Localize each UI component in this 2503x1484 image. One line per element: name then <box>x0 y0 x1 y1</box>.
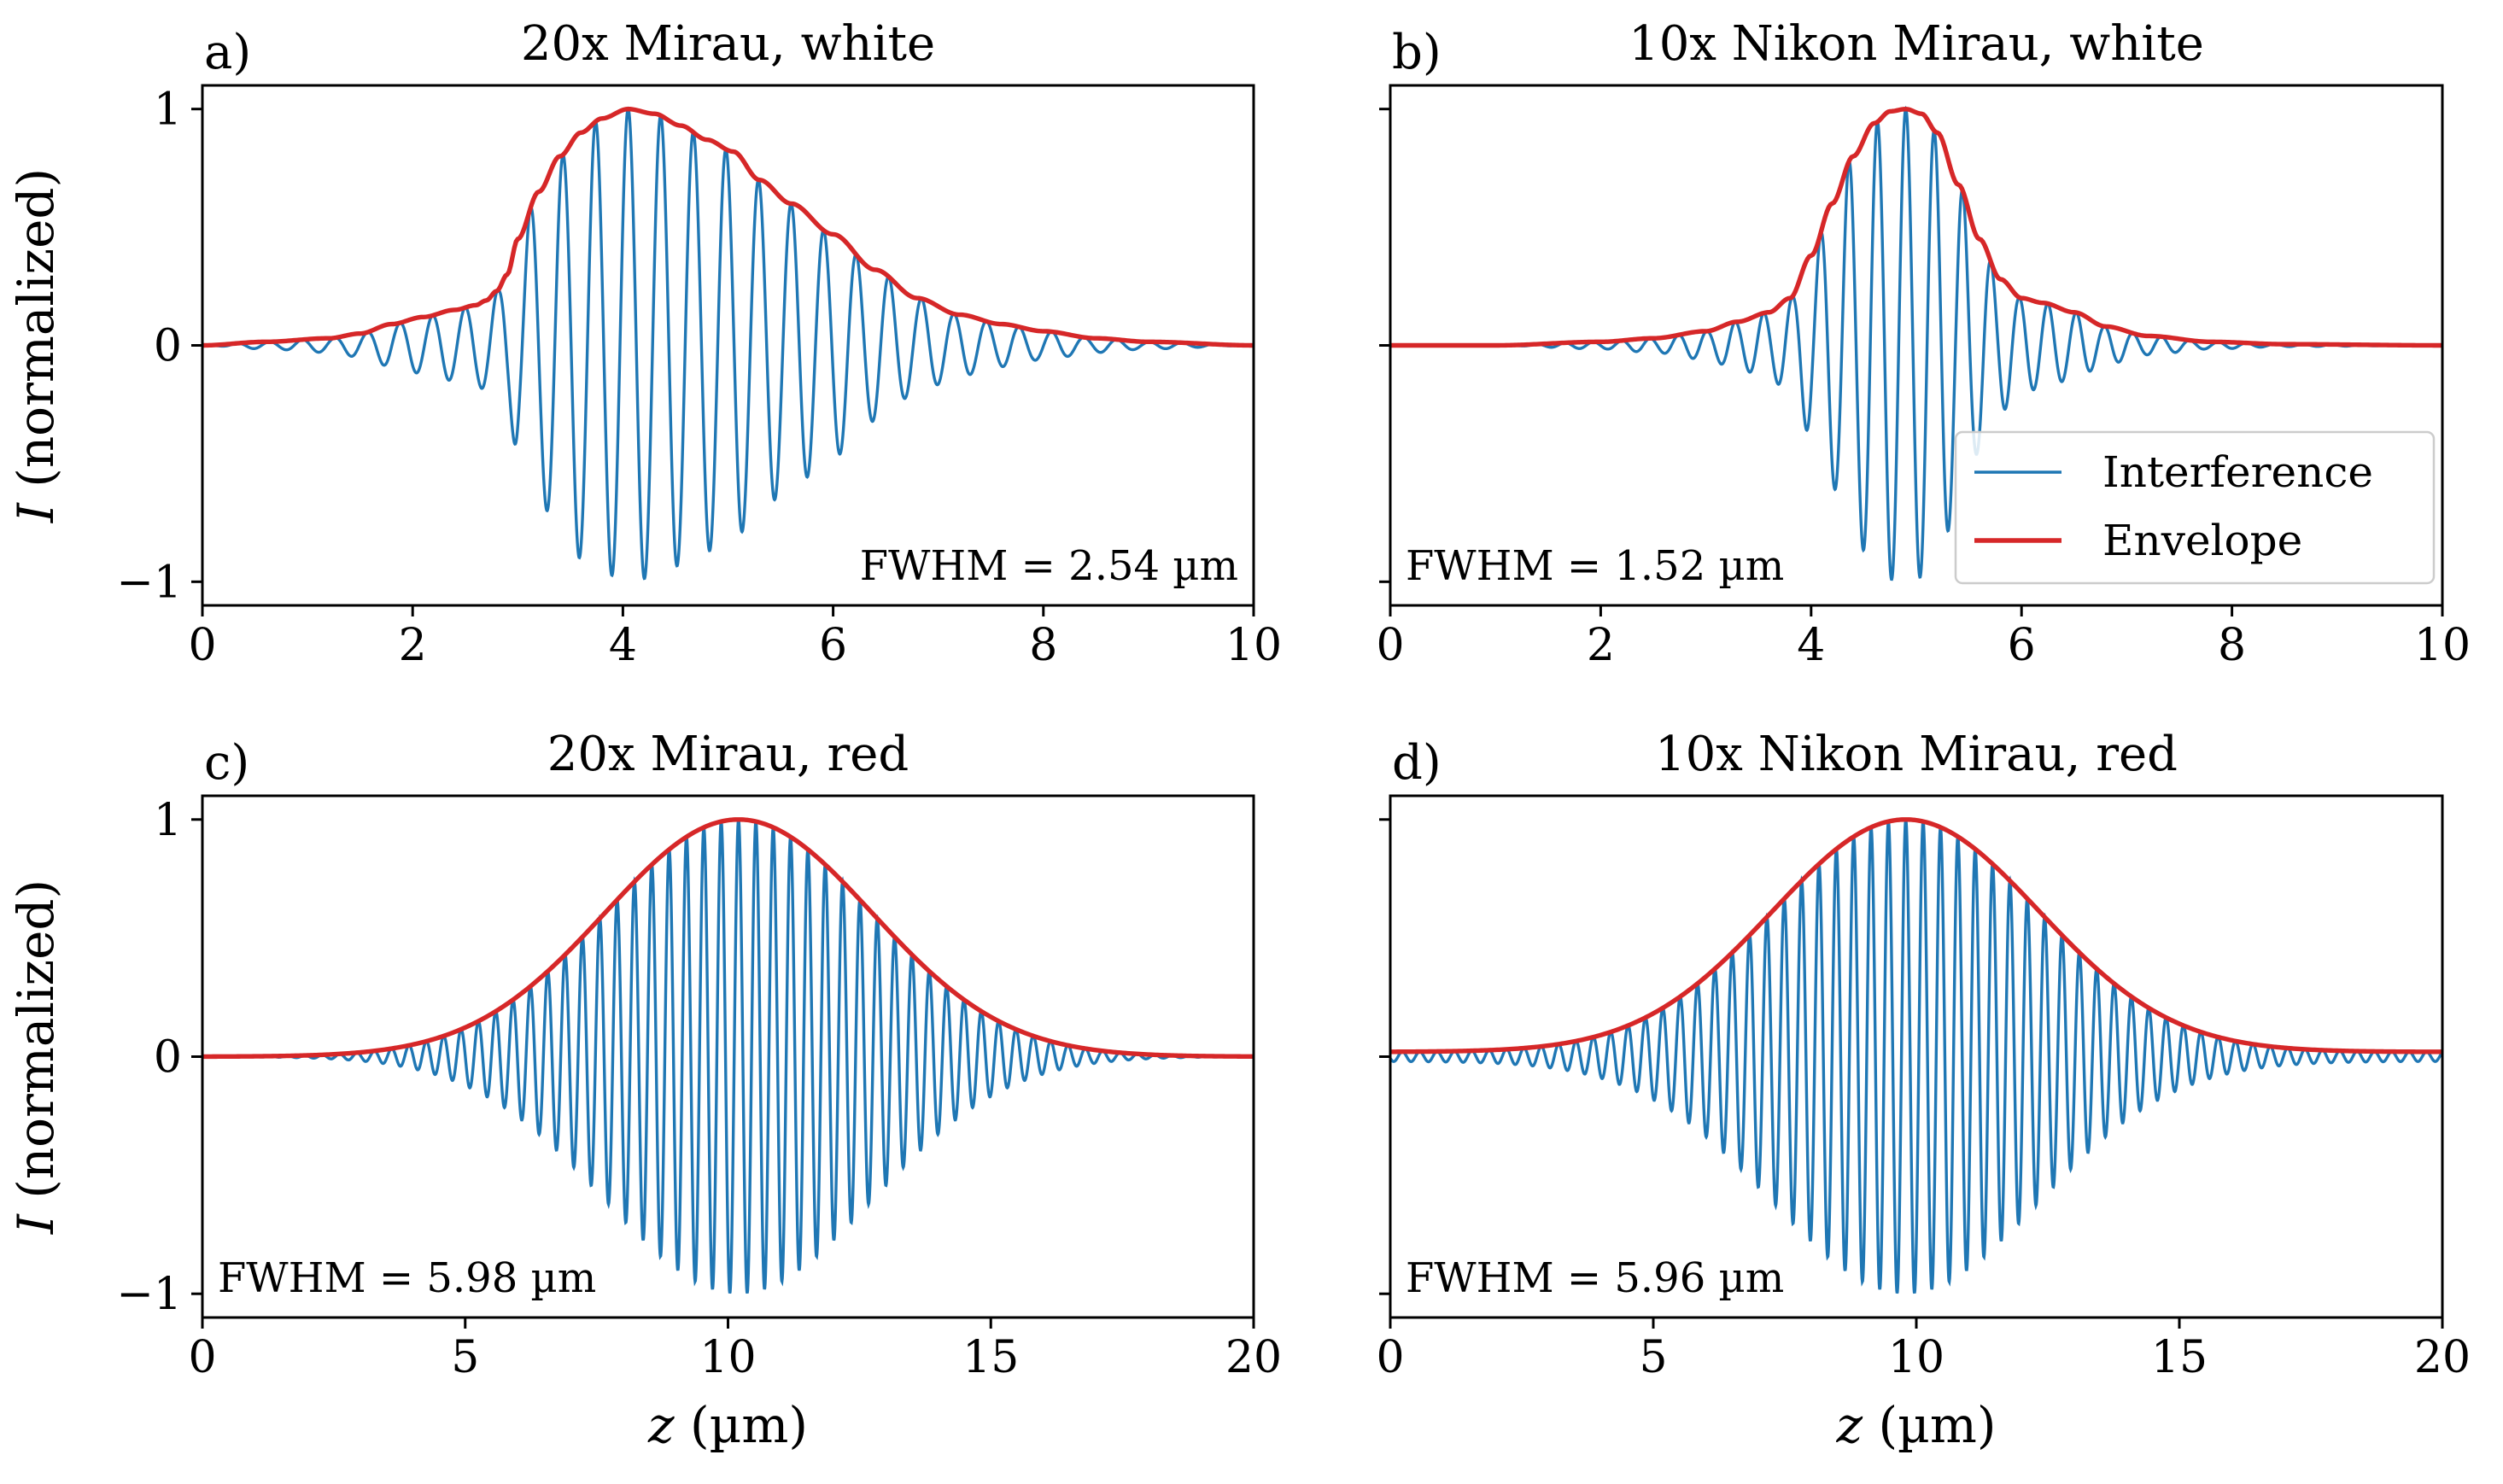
panel-a-ytick-label: 0 <box>154 321 182 372</box>
panel-a-xtick-label: 6 <box>819 620 847 671</box>
legend-label-envelope: Envelope <box>2102 516 2302 565</box>
panel-c-xtick-label: 5 <box>451 1332 479 1383</box>
panel-b-fwhm-annotation: FWHM = 1.52 µm <box>1406 542 1784 590</box>
panel-a-xtick-label: 8 <box>1029 620 1057 671</box>
panel-a-xtick-label: 0 <box>188 620 216 671</box>
panel-c-envelope-line <box>202 817 1254 1060</box>
panel-b-xtick-label: 6 <box>2008 620 2036 671</box>
panel-a-envelope-line <box>202 106 1254 348</box>
panel-b-xtick-label: 10 <box>2414 620 2471 671</box>
panel-d-xlabel-text: (µm) <box>1863 1396 1996 1454</box>
panel-b-xtick-label: 0 <box>1376 620 1404 671</box>
panel-c-ytick-label: 0 <box>154 1032 182 1084</box>
panel-d-envelope-line <box>1390 817 2442 1055</box>
panel-b-xtick-label: 4 <box>1797 620 1825 671</box>
panel-a-interference-line <box>202 106 1254 581</box>
legend-label-interference: Interference <box>2102 447 2373 497</box>
panel-a-ytick-label: 1 <box>154 85 182 136</box>
panel-c-title: 20x Mirau, red <box>547 727 909 782</box>
panel-c-ytick-label: 1 <box>154 795 182 846</box>
panel-c-ytick-label: −1 <box>116 1269 182 1320</box>
panel-d-title: 10x Nikon Mirau, red <box>1655 727 2178 782</box>
panel-c-xtick-label: 15 <box>962 1332 1019 1383</box>
panel-d-xtick-label: 20 <box>2414 1332 2471 1383</box>
panel-d-xtick-label: 0 <box>1376 1332 1404 1383</box>
panel-d-fwhm-annotation: FWHM = 5.96 µm <box>1406 1254 1784 1302</box>
panel-c-xlabel-symbol: z <box>647 1396 675 1454</box>
panel-b: 0 2 4 6 8 10 10x Nikon Mirau, white b) FWHM = 1.… <box>1376 16 2471 671</box>
panel-a-title: 20x Mirau, white <box>521 16 935 72</box>
panel-c-xtick-label: 20 <box>1225 1332 1282 1383</box>
panel-a-ylabel-symbol: I <box>7 502 65 523</box>
panel-d-interference-line <box>1390 819 2442 1294</box>
panel-a-fwhm-annotation: FWHM = 2.54 µm <box>860 542 1238 590</box>
panel-b-xtick-label: 2 <box>1587 620 1615 671</box>
panel-b-title: 10x Nikon Mirau, white <box>1629 16 2204 72</box>
panel-a-ytick-label: −1 <box>116 557 182 608</box>
panel-c-ylabel: I (normalized) <box>7 879 65 1235</box>
panel-b-envelope-line <box>1390 106 2442 348</box>
panel-c-label: c) <box>204 735 249 791</box>
panel-a-ylabel-text: (normalized) <box>7 168 65 503</box>
panel-d-xtick-label: 10 <box>1888 1332 1945 1383</box>
panel-c-xtick-label: 0 <box>188 1332 216 1383</box>
panel-d-label: d) <box>1392 735 1442 791</box>
panel-c-fwhm-annotation: FWHM = 5.98 µm <box>218 1254 596 1302</box>
panel-d-xlabel-symbol: z <box>1836 1396 1863 1454</box>
panel-d-xtick-label: 5 <box>1639 1332 1667 1383</box>
panel-a-xtick-label: 4 <box>609 620 637 671</box>
panel-d: 0 5 10 15 20 10x Nikon Mirau, red d) z (µm) FWHM… <box>1376 727 2471 1454</box>
panel-c-xtick-label: 10 <box>699 1332 756 1383</box>
panel-d-xlabel: z (µm) <box>1836 1396 1997 1454</box>
panel-a-ylabel: I (normalized) <box>7 168 65 523</box>
panel-c-ylabel-symbol: I <box>7 1213 65 1235</box>
panel-d-xtick-label: 15 <box>2151 1332 2208 1383</box>
panel-b-xtick-label: 8 <box>2218 620 2246 671</box>
legend-box <box>1954 430 2436 585</box>
panel-a-label: a) <box>204 25 251 80</box>
panel-c-interference-line <box>202 819 1254 1294</box>
legend: Interference Envelope <box>1954 430 2436 585</box>
panel-c-xlabel-text: (µm) <box>675 1396 808 1454</box>
panel-c-ylabel-text: (normalized) <box>7 879 65 1214</box>
panel-a-xtick-label: 2 <box>399 620 427 671</box>
panel-b-label: b) <box>1392 25 1442 80</box>
panel-a-xtick-label: 10 <box>1225 620 1282 671</box>
panel-c-xlabel: z (µm) <box>647 1396 808 1454</box>
